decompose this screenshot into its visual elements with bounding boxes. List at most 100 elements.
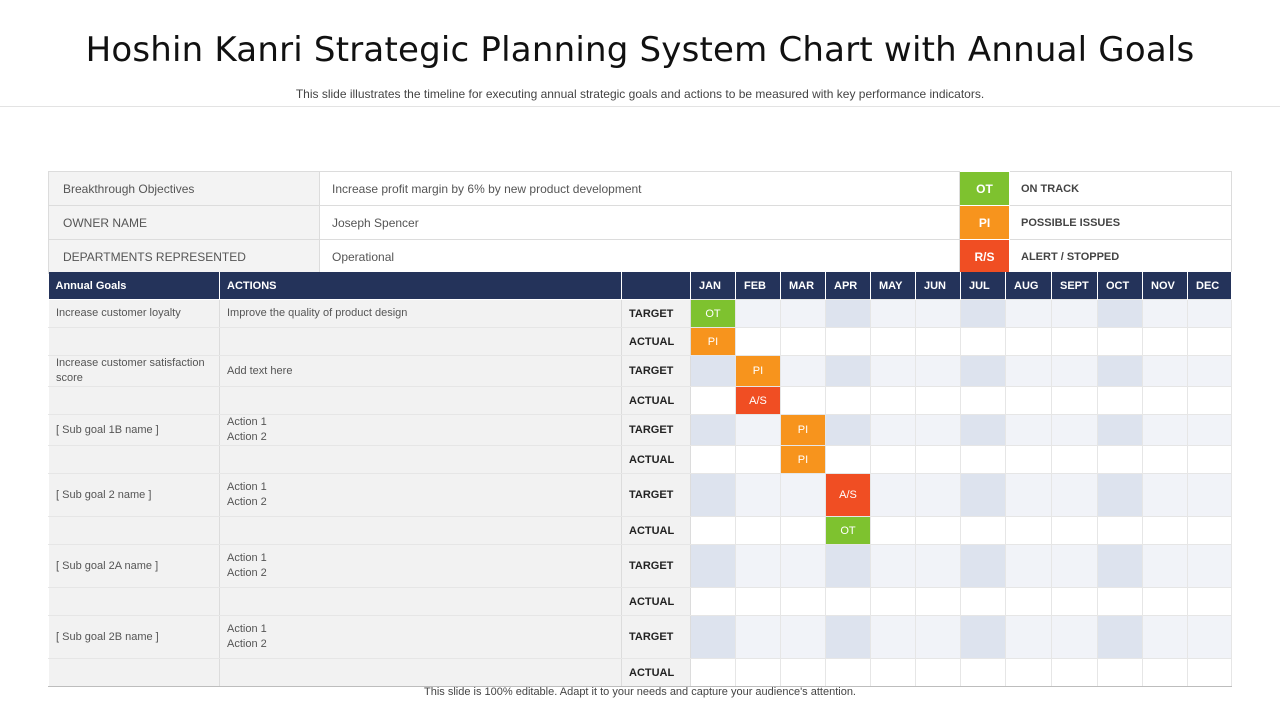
status-cell-oct [1097,473,1143,517]
goal-name: [ Sub goal 2B name ] [48,615,220,659]
page-subtitle: This slide illustrates the timeline for … [295,87,985,101]
status-cell-jul [960,587,1006,616]
row-type-label: ACTUAL [621,658,691,687]
goal-name [48,327,220,356]
action-item: Improve the quality of product design [227,307,408,319]
status-cell-dec [1187,658,1232,687]
status-cell-nov [1142,299,1188,328]
action-item: Add text here [227,364,293,377]
status-cell-nov [1142,445,1188,474]
status-cell-feb: PI [735,355,781,387]
status-cell-aug [1005,414,1052,446]
goal-name [48,587,220,616]
goal-actions [219,516,622,545]
goal-actions: Add text here [219,355,622,387]
status-cell-jul [960,544,1006,588]
status-cell-mar [780,544,826,588]
status-cell-jun [915,473,961,517]
col-header-actions: ACTIONS [219,272,622,300]
status-cell-jan [690,386,736,415]
status-cell-feb [735,327,781,356]
status-cell-sept [1051,445,1098,474]
status-cell-nov [1142,587,1188,616]
status-cell-apr: OT [825,516,871,545]
status-cell-feb [735,445,781,474]
status-cell-oct [1097,386,1143,415]
status-cell-mar [780,473,826,517]
status-cell-nov [1142,658,1188,687]
status-cell-sept [1051,414,1098,446]
info-row: OWNER NAME Joseph Spencer PI POSSIBLE ISSUE… [48,205,1232,240]
status-cell-aug [1005,355,1052,387]
status-cell-oct [1097,516,1143,545]
col-header-annual-goals: Annual Goals [48,272,220,300]
status-cell-aug [1005,445,1052,474]
status-cell-jun [915,587,961,616]
status-cell-aug [1005,615,1052,659]
status-cell-feb [735,658,781,687]
row-type-label: TARGET [621,615,691,659]
status-cell-sept [1051,658,1098,687]
row-type-label: ACTUAL [621,445,691,474]
action-item: Action 1 [227,416,267,428]
status-cell-sept [1051,327,1098,356]
table-row: [ Sub goal 1B name ] Action 1 Action 2 TARG… [48,414,1232,446]
status-cell-may [870,473,916,517]
status-cell-oct [1097,414,1143,446]
status-cell-jul [960,473,1006,517]
status-cell-nov [1142,414,1188,446]
goal-actions: Action 1 Action 2 [219,414,622,446]
month-header-mar: MAR [780,272,826,300]
table-row: [ Sub goal 2A name ] Action 1 Action 2 TARG… [48,544,1232,588]
status-cell-jan [690,544,736,588]
goal-actions: Action 1 Action 2 [219,544,622,588]
status-cell-apr [825,544,871,588]
status-cell-mar [780,299,826,328]
status-cell-dec [1187,516,1232,545]
goal-actions [219,658,622,687]
month-header-jan: JAN [690,272,736,300]
table-row: ACTUAL [48,658,1232,687]
row-type-label: TARGET [621,544,691,588]
action-item: Action 2 [227,496,267,508]
status-cell-sept [1051,587,1098,616]
status-cell-mar [780,615,826,659]
goal-name: [ Sub goal 2A name ] [48,544,220,588]
legend-status-description: ALERT / STOPPED [1009,239,1232,274]
row-type-label: TARGET [621,473,691,517]
status-cell-oct [1097,587,1143,616]
info-label: Breakthrough Objectives [48,171,320,206]
status-cell-jan [690,516,736,545]
info-label: OWNER NAME [48,205,320,240]
status-cell-nov [1142,544,1188,588]
status-cell-oct [1097,327,1143,356]
status-cell-jun [915,386,961,415]
action-item: Action 2 [227,431,267,443]
status-cell-may [870,355,916,387]
info-value: Joseph Spencer [319,205,960,240]
goal-name: [ Sub goal 2 name ] [48,473,220,517]
month-header-nov: NOV [1142,272,1188,300]
table-row: Increase customer loyalty Improve the qua… [48,299,1232,328]
goal-actions [219,445,622,474]
month-header-dec: DEC [1187,272,1232,300]
status-cell-may [870,445,916,474]
status-cell-jul [960,445,1006,474]
month-header-apr: APR [825,272,871,300]
status-cell-mar: PI [780,414,826,446]
month-header-sept: SEPT [1051,272,1098,300]
status-cell-apr: A/S [825,473,871,517]
status-cell-dec [1187,386,1232,415]
table-row: [ Sub goal 2 name ] Action 1 Action 2 TARGE… [48,473,1232,517]
goal-actions [219,386,622,415]
action-item: Action 1 [227,481,267,493]
status-cell-may [870,386,916,415]
row-type-label: TARGET [621,414,691,446]
status-cell-oct [1097,658,1143,687]
status-cell-apr [825,445,871,474]
status-cell-jun [915,516,961,545]
status-cell-jan [690,615,736,659]
table-row: ACTUAL PI [48,327,1232,356]
status-cell-mar [780,327,826,356]
table-row: ACTUAL OT [48,516,1232,545]
